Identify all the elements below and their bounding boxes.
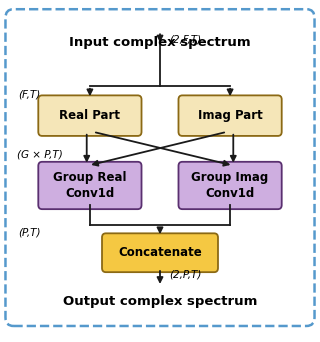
- FancyBboxPatch shape: [102, 233, 218, 272]
- Text: Group Imag
Conv1d: Group Imag Conv1d: [191, 171, 269, 200]
- Text: (F,T): (F,T): [18, 89, 40, 99]
- Text: Input complex spectrum: Input complex spectrum: [69, 37, 251, 50]
- Text: Imag Part: Imag Part: [198, 109, 262, 122]
- FancyBboxPatch shape: [179, 162, 282, 209]
- FancyBboxPatch shape: [38, 95, 141, 136]
- FancyBboxPatch shape: [179, 95, 282, 136]
- Text: Group Real
Conv1d: Group Real Conv1d: [53, 171, 127, 200]
- Text: (2,P,T): (2,P,T): [170, 270, 202, 280]
- Text: (2,F,T): (2,F,T): [170, 35, 202, 45]
- Text: (G × P,T): (G × P,T): [17, 149, 62, 159]
- Text: Concatenate: Concatenate: [118, 246, 202, 259]
- Text: (P,T): (P,T): [18, 227, 41, 237]
- FancyBboxPatch shape: [38, 162, 141, 209]
- Text: Output complex spectrum: Output complex spectrum: [63, 295, 257, 308]
- Text: Real Part: Real Part: [60, 109, 120, 122]
- FancyBboxPatch shape: [5, 9, 315, 326]
